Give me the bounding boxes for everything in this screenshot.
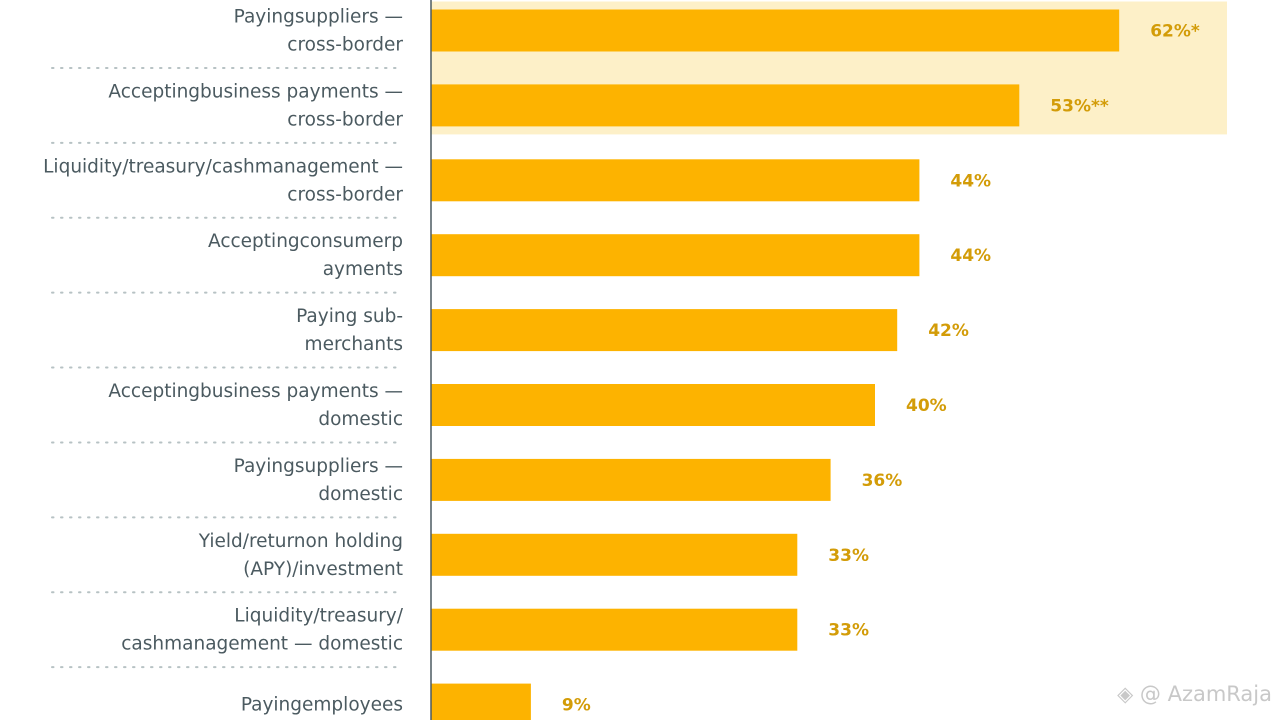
category-label: Acceptingbusiness payments — [108, 381, 403, 402]
bar [431, 234, 920, 277]
bar [431, 458, 831, 501]
value-label: 42% [928, 321, 969, 341]
bar [431, 384, 875, 426]
category-label: Acceptingbusiness payments — [108, 81, 403, 102]
category-label: cross-border [287, 109, 403, 130]
value-label: 33% [828, 621, 869, 641]
category-label: Payingemployees [241, 695, 403, 716]
value-label: 44% [950, 246, 991, 266]
category-label: cross-border [287, 184, 403, 205]
bar [431, 683, 531, 720]
category-label: domestic [318, 484, 403, 505]
value-label: 44% [950, 171, 991, 191]
binance-logo-icon: ◈ [1117, 682, 1134, 706]
value-label: 33% [828, 546, 869, 566]
bar [431, 159, 920, 202]
category-label: Liquidity/treasury/cashmanagement — [43, 156, 403, 177]
category-label: Payingsuppliers — [234, 7, 403, 28]
category-label: cross-border [287, 35, 403, 56]
category-label: cashmanagement — domestic [121, 634, 403, 655]
category-label: ayments [323, 259, 403, 280]
bar [431, 84, 1020, 127]
bar [431, 9, 1120, 52]
bar [431, 533, 798, 576]
value-label: 9% [562, 696, 591, 716]
category-label: Acceptingconsumerp [208, 231, 403, 252]
watermark: ◈ @ AzamRaja [1117, 682, 1272, 706]
bar [431, 608, 798, 651]
value-label: 40% [906, 396, 947, 416]
category-label: Liquidity/treasury/ [234, 606, 403, 627]
bar [431, 309, 898, 352]
category-label: Yield/returnon holding [198, 531, 403, 552]
category-label: domestic [318, 409, 403, 430]
category-label: Paying sub- [296, 306, 403, 327]
category-label: merchants [305, 334, 403, 355]
category-label: Payingsuppliers — [234, 456, 403, 477]
value-label: 62%* [1150, 22, 1200, 42]
value-label: 53%** [1050, 96, 1109, 116]
value-label: 36% [862, 471, 903, 491]
category-label: (APY)/investment [243, 559, 403, 580]
